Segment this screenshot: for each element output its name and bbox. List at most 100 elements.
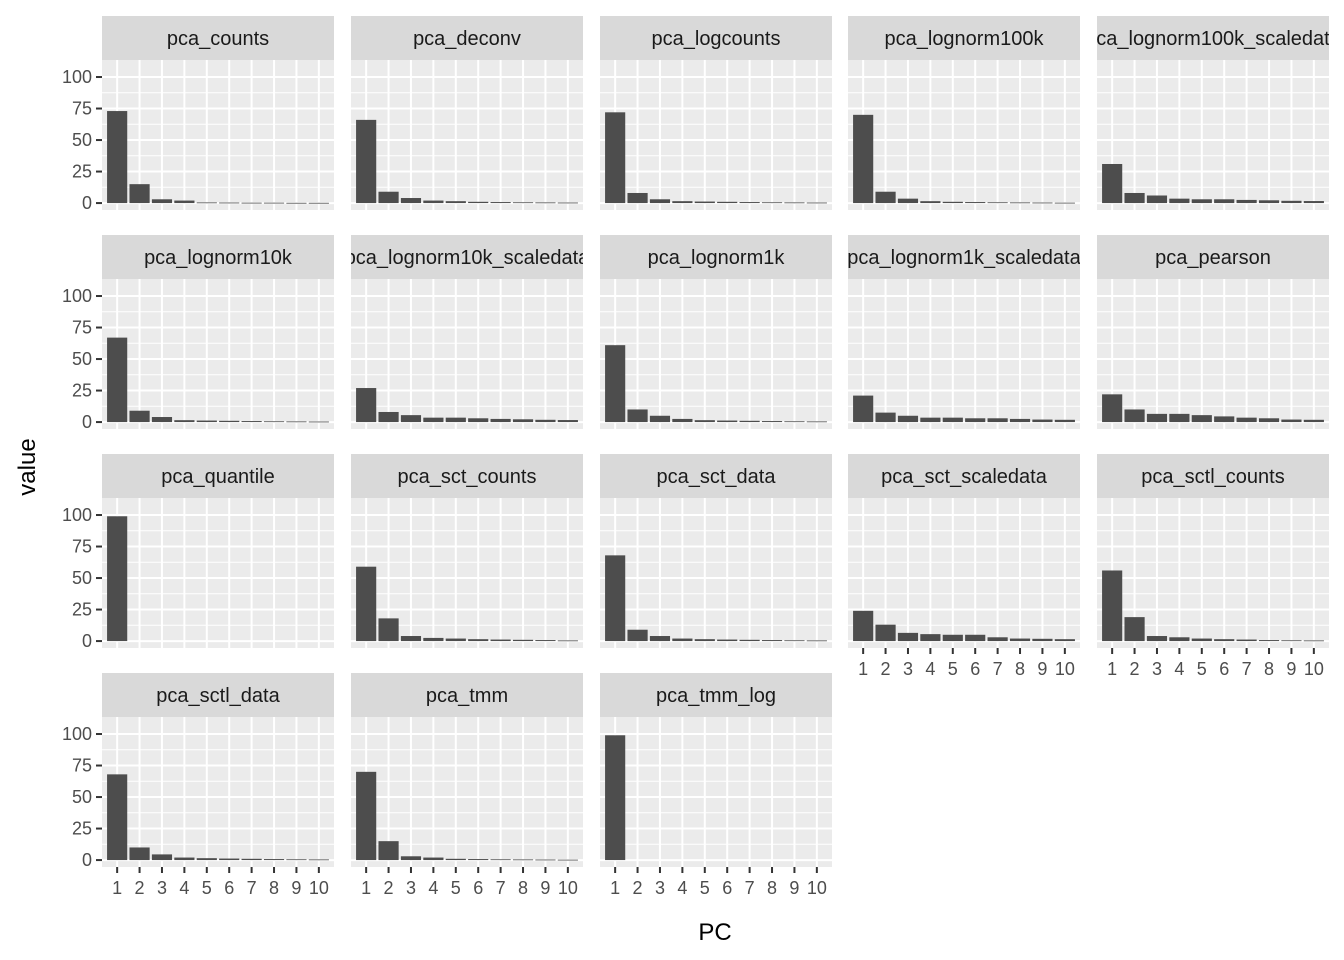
x-tick-label: 5: [700, 878, 710, 898]
bar-pc6: [468, 418, 489, 423]
bar-pc6: [468, 201, 489, 204]
facet-strip-label: pca_sct_data: [657, 466, 777, 488]
x-tick-label: 2: [1130, 659, 1140, 679]
bar-pc1: [107, 337, 128, 423]
facet-strip-label: pca_lognorm10k: [144, 247, 293, 269]
bar-pc4: [920, 201, 941, 204]
bar-pc9: [784, 202, 805, 204]
bar-pc10: [308, 202, 329, 204]
facet-strip: [1097, 235, 1329, 279]
bar-pc10: [1054, 202, 1075, 204]
x-axis-title: PC: [698, 919, 731, 946]
x-tick-label: 7: [745, 878, 755, 898]
bar-pc8: [1258, 200, 1280, 204]
x-tick-label: 7: [247, 878, 257, 898]
facet-pca_sct_counts: pca_sct_counts: [351, 454, 583, 648]
x-tick-label: 1: [1107, 659, 1117, 679]
facet-strip: [102, 235, 334, 279]
facet-strip-label: pca_pearson: [1155, 247, 1271, 269]
facet-pca_sct_scaledata: pca_sct_scaledata 1 2 3 4 5 6 7 8 9 10: [848, 454, 1080, 679]
bar-pc1: [853, 114, 874, 204]
bar-pc1: [853, 395, 874, 423]
bar-pc2: [129, 410, 150, 423]
facet-strip-label: pca_lognorm1k_scaledata: [847, 247, 1081, 269]
bar-pc3: [400, 415, 422, 423]
x-tick-label: 3: [903, 659, 913, 679]
bar-pc9: [535, 640, 556, 642]
x-tick-label: 10: [558, 878, 578, 898]
facet-strip: [600, 673, 832, 717]
bar-pc7: [987, 637, 1008, 642]
bar-pc2: [378, 411, 399, 423]
bar-pc5: [1191, 415, 1212, 423]
bar-pc3: [1146, 413, 1168, 423]
bar-pc3: [897, 415, 919, 423]
panel-background: [600, 717, 832, 867]
bar-pc8: [512, 859, 534, 861]
bar-pc1: [1102, 570, 1123, 642]
bar-pc3: [649, 636, 671, 642]
y-tick-label: 25: [72, 819, 92, 839]
bar-pc1: [1102, 394, 1123, 423]
bar-pc9: [1032, 202, 1053, 204]
x-tick-label: 3: [655, 878, 665, 898]
x-tick-label: 5: [948, 659, 958, 679]
panel-background: [600, 279, 832, 429]
facet-strip: [600, 235, 832, 279]
bar-pc8: [263, 859, 285, 861]
y-tick-label: 25: [72, 381, 92, 401]
bar-pc1: [356, 388, 377, 423]
bar-pc6: [965, 202, 986, 204]
x-tick-label: 6: [970, 659, 980, 679]
facet-strip-label: pca_tmm_log: [656, 685, 776, 707]
bar-pc10: [557, 202, 578, 204]
x-tick-label: 8: [269, 878, 279, 898]
bar-pc9: [784, 640, 805, 642]
bar-pc1: [605, 735, 626, 861]
bar-pc4: [1169, 637, 1190, 642]
facet-pca_lognorm1k: pca_lognorm1k: [600, 235, 832, 429]
facet-pca_counts: pca_counts 0 25 50 75 100: [62, 16, 334, 213]
facet-strip: [600, 16, 832, 60]
bar-pc10: [806, 421, 827, 423]
facet-pca_sct_data: pca_sct_data: [600, 454, 832, 648]
bar-pc4: [423, 417, 444, 423]
bar-pc8: [512, 639, 534, 642]
bar-pc3: [649, 415, 671, 423]
bar-pc9: [1032, 419, 1053, 423]
bar-pc5: [445, 858, 466, 861]
facet-strip-label: pca_sct_scaledata: [881, 466, 1048, 488]
bar-pc8: [263, 421, 285, 423]
x-tick-label: 9: [291, 878, 301, 898]
bar-pc3: [151, 199, 173, 204]
x-tick-label: 7: [496, 878, 506, 898]
bar-pc6: [717, 420, 738, 423]
x-tick-label: 9: [1286, 659, 1296, 679]
bar-pc7: [490, 202, 511, 204]
facet-strip: [600, 454, 832, 498]
bar-pc5: [694, 420, 715, 423]
bar-pc1: [356, 771, 377, 861]
bar-pc6: [1214, 416, 1235, 423]
bar-pc1: [107, 516, 128, 642]
facet-strip: [351, 673, 583, 717]
bar-pc8: [1009, 638, 1031, 642]
x-tick-label: 2: [384, 878, 394, 898]
x-tick-label: 1: [858, 659, 868, 679]
facet-pca_lognorm100k_scaledata: pca_lognorm100k_scaledata: [1097, 16, 1329, 210]
facet-strip-label: pca_quantile: [161, 466, 274, 488]
y-tick-label: 100: [62, 286, 92, 306]
panel-background: [351, 279, 583, 429]
panel-background: [351, 60, 583, 210]
facet-pca_tmm: pca_tmm 1 2 3 4 5 6 7 8 9 10: [351, 673, 583, 898]
bar-pc8: [761, 421, 783, 423]
panel-background: [848, 498, 1080, 648]
facet-pca_sctl_data: pca_sctl_data 0 25 50 75 100 1 2 3 4 5 6 7 8 9 10: [62, 673, 334, 898]
bar-pc5: [1191, 638, 1212, 642]
facet-strip: [1097, 454, 1329, 498]
y-tick-label: 0: [82, 193, 92, 213]
x-tick-label: 3: [406, 878, 416, 898]
bar-pc5: [942, 634, 963, 642]
